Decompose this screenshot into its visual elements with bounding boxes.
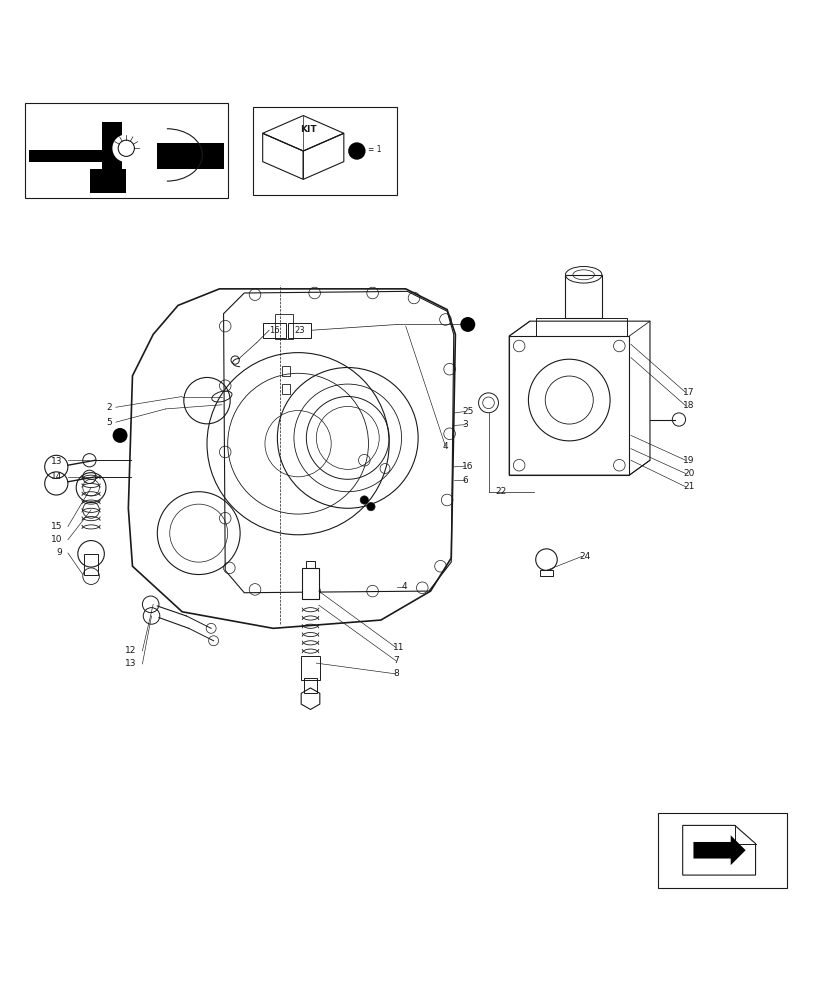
Bar [281, 366, 289, 376]
Circle shape [460, 317, 475, 332]
Circle shape [347, 142, 366, 160]
Bar [25, 103, 227, 198]
Text: 5: 5 [106, 418, 112, 427]
Bar [275, 314, 293, 339]
Text: 23: 23 [294, 326, 304, 335]
Text: 15: 15 [50, 522, 62, 531]
Bar [565, 275, 601, 318]
Polygon shape [681, 825, 755, 875]
Circle shape [112, 428, 127, 443]
Text: 22: 22 [495, 487, 506, 496]
Text: 19: 19 [682, 456, 694, 465]
Text: 17: 17 [682, 388, 694, 397]
Bar [252, 107, 397, 195]
Bar [509, 336, 629, 475]
Circle shape [360, 496, 368, 504]
Text: 16: 16 [461, 462, 473, 471]
Text: 21: 21 [682, 482, 694, 491]
Circle shape [113, 135, 139, 161]
Text: 25: 25 [461, 407, 473, 416]
Text: 7: 7 [393, 656, 399, 665]
Bar [302, 568, 318, 599]
Bar [84, 554, 98, 575]
Bar [156, 143, 223, 169]
Bar [281, 384, 289, 394]
Text: = 1: = 1 [368, 145, 381, 154]
Polygon shape [693, 835, 744, 865]
Text: 10: 10 [50, 535, 62, 544]
Text: 14: 14 [50, 472, 62, 481]
Bar [263, 323, 286, 338]
Bar [89, 169, 126, 193]
Text: KIT: KIT [299, 125, 316, 134]
Text: 18: 18 [682, 401, 694, 410]
Bar [539, 570, 552, 576]
Text: 6: 6 [461, 476, 467, 485]
Text: 13: 13 [50, 457, 62, 466]
Bar [657, 813, 786, 888]
Text: 9: 9 [56, 548, 62, 557]
Bar [300, 656, 320, 680]
Text: 8: 8 [393, 669, 399, 678]
Bar [102, 122, 122, 181]
Bar [29, 150, 114, 162]
Text: 24: 24 [579, 552, 590, 561]
Text: 3: 3 [461, 420, 467, 429]
Text: 4: 4 [442, 442, 448, 451]
Text: 2: 2 [106, 403, 112, 412]
Bar [535, 318, 626, 336]
Text: 16: 16 [270, 326, 280, 335]
Bar [288, 323, 311, 338]
Text: 13: 13 [125, 659, 136, 668]
Circle shape [366, 502, 375, 511]
Text: 12: 12 [125, 646, 136, 655]
Bar [304, 678, 317, 693]
Text: 4: 4 [401, 582, 407, 591]
Text: 11: 11 [393, 643, 404, 652]
Text: 20: 20 [682, 469, 694, 478]
Bar [305, 561, 315, 568]
